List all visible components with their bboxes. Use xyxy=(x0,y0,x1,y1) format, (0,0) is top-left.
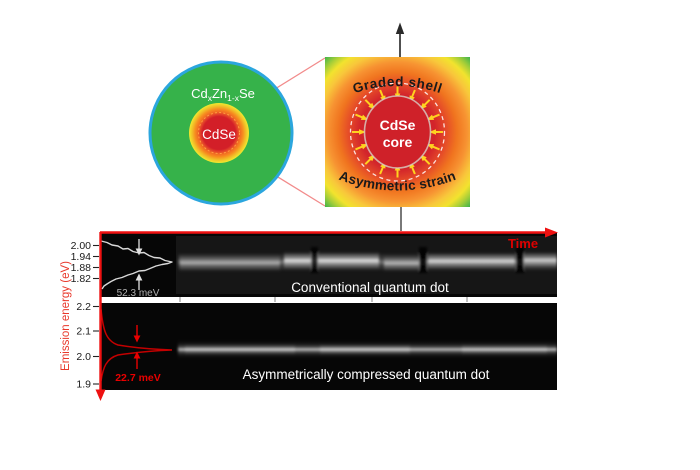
time-axis xyxy=(100,227,558,238)
emission-band-conventional xyxy=(178,247,557,273)
outer-shell-formula: CdxZn1-xSe xyxy=(191,86,255,103)
inset-core-ellipse xyxy=(363,95,432,169)
energy-axis xyxy=(95,232,106,401)
ytick-bottom-4: 1.9 xyxy=(76,379,91,391)
ytick-top-4: 1.82 xyxy=(71,273,92,285)
energy-axis-arrowhead-icon xyxy=(95,389,106,401)
emission-energy-axis-label: Emission energy (eV) xyxy=(60,261,72,371)
ytick-bottom-3: 2.0 xyxy=(76,351,91,363)
graded-interface-disk xyxy=(189,103,249,163)
x-axis-ticks xyxy=(179,297,468,302)
time-axis-label: Time xyxy=(508,236,538,251)
fwhm-arrow-up-icon xyxy=(135,273,143,281)
core-dotted-ring xyxy=(198,112,240,154)
inset-core-label-line2: core xyxy=(383,134,413,150)
spectrum-profile-compressed xyxy=(100,308,173,382)
ytick-top-1: 2.00 xyxy=(71,240,92,252)
ytick-bottom-1: 2.2 xyxy=(76,301,91,313)
core-label: CdSe xyxy=(202,127,236,142)
time-axis-arrowhead-icon xyxy=(545,227,558,238)
y-tick-labels: 2.00 1.94 1.88 1.82 2.2 2.1 2.0 1.9 xyxy=(71,240,92,391)
fwhm-arrows-compressed xyxy=(133,325,141,369)
ytick-top-2: 1.94 xyxy=(71,251,92,263)
panel-title-compressed: Asymmetrically compressed quantum dot xyxy=(243,367,490,382)
y-axis-ticks xyxy=(93,244,99,385)
ytick-bottom-2: 2.1 xyxy=(76,326,91,338)
ytick-top-3: 1.88 xyxy=(71,262,92,274)
fwhm-arrow-down-icon xyxy=(133,335,141,343)
graded-shell-label: Graded shell xyxy=(351,74,444,96)
fwhm-arrow-up-icon xyxy=(133,351,141,359)
zoom-inset-diagram: Graded shell Asymmetric strain CdSe core xyxy=(325,57,470,207)
fwhm-arrows-conventional xyxy=(135,239,143,290)
streak-plots: 52.3 meV Conventional quantum dot 22.7 m… xyxy=(60,227,558,401)
inset-core-label-line1: CdSe xyxy=(380,117,416,133)
up-arrow xyxy=(395,22,405,57)
qd-cross-section-diagram: CdxZn1-xSe CdSe xyxy=(148,60,294,206)
linewidth-label-compressed: 22.7 meV xyxy=(115,372,161,384)
linewidth-label-conventional: 52.3 meV xyxy=(117,288,160,299)
fwhm-arrow-down-icon xyxy=(135,248,143,256)
emission-band-compressed xyxy=(178,340,557,359)
strain-dashed-ring xyxy=(349,82,446,182)
spectrum-profile-conventional xyxy=(100,240,173,290)
panel-title-conventional: Conventional quantum dot xyxy=(291,280,449,295)
